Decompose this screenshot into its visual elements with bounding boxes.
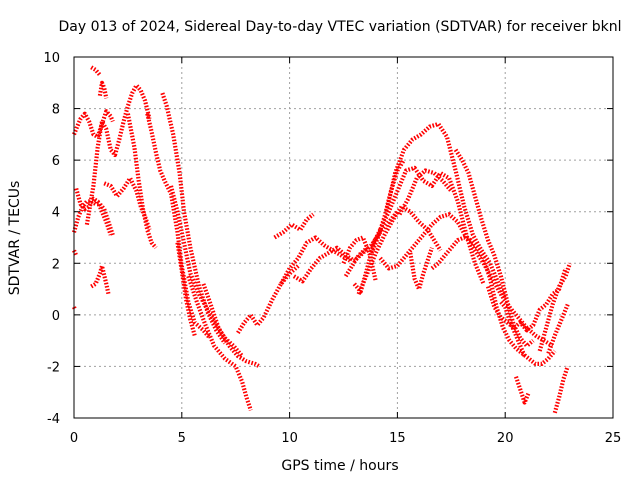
- series-arc-1: [72, 109, 115, 139]
- series-arc-6: [90, 263, 111, 295]
- x-tick-label: 10: [281, 431, 298, 446]
- series-arc-12: [145, 113, 212, 340]
- series-arc-15: [175, 242, 197, 337]
- series-arc-8: [84, 83, 152, 225]
- series-arc-36: [514, 376, 531, 405]
- series-arc-17: [201, 283, 261, 369]
- y-tick-label: 2: [52, 257, 60, 272]
- plot-frame: [73, 56, 614, 419]
- series-arc-30: [397, 168, 453, 216]
- y-tick-label: -2: [47, 360, 60, 375]
- grid-lines: [74, 57, 613, 418]
- series-arc-19: [273, 212, 315, 240]
- series-arc-32: [430, 235, 557, 366]
- x-tick-labels: 0 5 10 15 20 25: [70, 431, 621, 446]
- series-arc-11: [125, 113, 158, 250]
- series-arc-34: [485, 267, 568, 333]
- y-tick-label: 4: [52, 206, 60, 221]
- series-arc-23: [343, 246, 369, 278]
- series-arc-18: [236, 264, 300, 335]
- series-arc-27: [378, 165, 486, 285]
- series-arc-31: [408, 247, 434, 292]
- x-tick-label: 15: [389, 431, 406, 446]
- series-arc-14: [168, 185, 244, 358]
- series-arc-39: [552, 365, 570, 414]
- series-arc-10: [103, 176, 152, 231]
- series-arc-16: [186, 275, 253, 411]
- y-tick-label: 6: [52, 154, 60, 169]
- series-arc-33: [453, 148, 535, 348]
- y-axis-label: SDTVAR / TECUs: [7, 181, 23, 296]
- x-axis-label: GPS time / hours: [281, 458, 398, 474]
- data-series: [71, 65, 572, 414]
- y-tick-label: 0: [52, 309, 60, 324]
- y-tick-label: 10: [43, 51, 60, 66]
- series-arc-37: [537, 262, 572, 352]
- series-arc-20: [279, 235, 352, 285]
- chart-title: Day 013 of 2024, Sidereal Day-to-day VTE…: [59, 19, 622, 35]
- x-tick-label: 20: [497, 431, 514, 446]
- y-tick-label: 8: [52, 103, 60, 118]
- x-tick-label: 0: [70, 431, 78, 446]
- series-arc-3: [71, 199, 115, 236]
- x-tick-label: 5: [178, 431, 186, 446]
- y-tick-label: -4: [47, 412, 60, 427]
- series-arc-29: [384, 121, 508, 301]
- y-tick-labels: -4 -2 0 2 4 6 8 10: [43, 51, 60, 427]
- x-tick-label: 25: [605, 431, 622, 446]
- series-arc-2: [74, 187, 113, 236]
- series-arc-9: [97, 80, 109, 99]
